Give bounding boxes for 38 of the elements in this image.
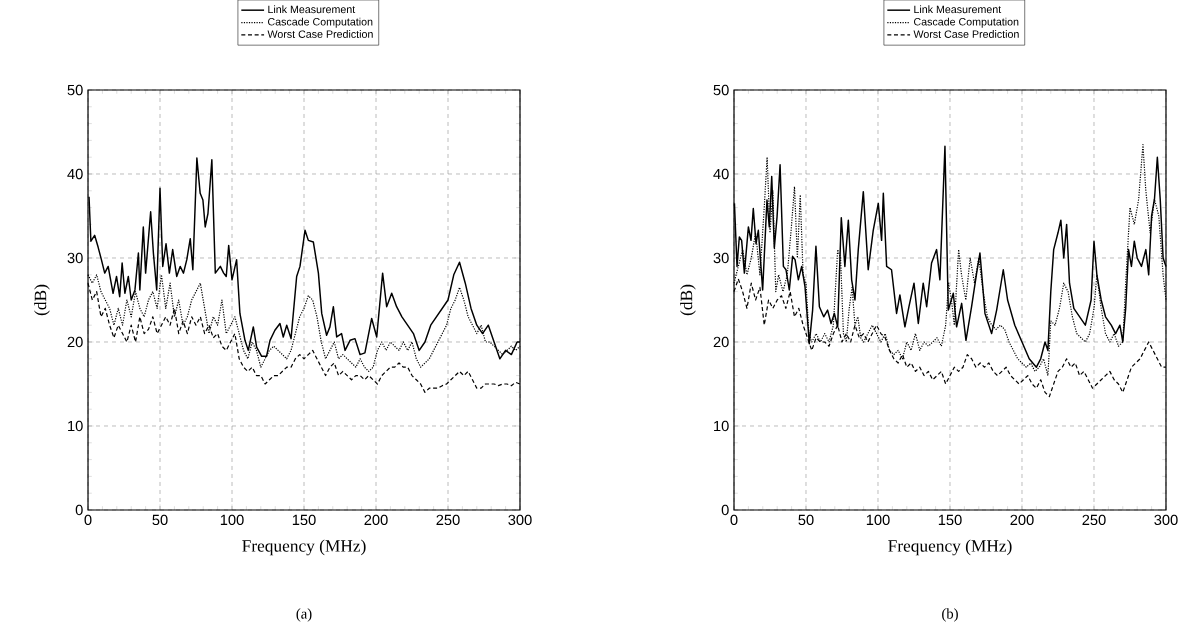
y-tick-label: 20: [67, 336, 83, 348]
x-tick-label: 0: [730, 514, 738, 526]
x-tick-label: 150: [292, 514, 316, 526]
x-tick-label: 200: [364, 514, 388, 526]
legend-label: Worst Case Prediction: [267, 30, 373, 38]
y-tick-label: 10: [714, 420, 729, 432]
x-tick-label: 250: [436, 514, 460, 526]
y-tick-label: 0: [75, 504, 83, 516]
x-tick-label: 100: [866, 514, 890, 526]
legend-label: Link Measurement: [268, 5, 356, 14]
text: (a): [296, 608, 312, 622]
x-tick-label: 50: [798, 514, 814, 526]
y-tick-label: 50: [67, 84, 83, 96]
legend-label: Link Measurement: [914, 5, 1002, 14]
x-tick-label: 250: [1082, 514, 1106, 526]
y-tick-label: 30: [713, 252, 729, 264]
text: (b): [942, 608, 958, 622]
legend-label: Cascade Computation: [914, 17, 1019, 28]
y-tick-label: 50: [713, 84, 729, 96]
y-tick-label: 20: [713, 336, 729, 348]
x-tick-label: 100: [220, 514, 244, 526]
y-tick-label: 30: [67, 252, 83, 264]
legend-label: Worst Case Prediction: [913, 30, 1019, 38]
x-tick-label: 50: [152, 514, 168, 526]
x-tick-label: 300: [508, 514, 532, 526]
x-tick-label: 150: [938, 514, 962, 526]
x-tick-label: 200: [1010, 514, 1034, 526]
y-axis-title: (dB): [680, 284, 696, 316]
y-tick-label: 0: [721, 504, 729, 516]
x-axis-title: Frequency (MHz): [242, 539, 366, 556]
y-tick-label: 40: [67, 168, 83, 180]
x-tick-label: 0: [84, 514, 92, 526]
x-tick-label: 300: [1154, 514, 1178, 526]
y-tick-label: 40: [713, 168, 729, 180]
x-axis-title: Frequency (MHz): [888, 539, 1012, 556]
y-tick-label: 10: [68, 420, 83, 432]
legend-label: Cascade Computation: [268, 17, 373, 28]
y-axis-title: (dB): [34, 284, 50, 316]
